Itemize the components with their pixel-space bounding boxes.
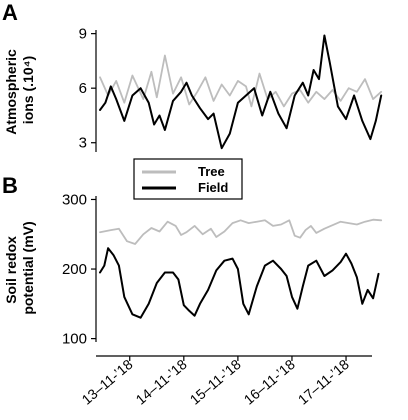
series-line-field	[99, 247, 380, 319]
y-axis-label-b: Soil redox potential (mV)	[3, 221, 36, 314]
y-tick-label: 100	[62, 331, 87, 348]
panel-b-chart: Soil redox potential (mV) 100 200 300 13–11…	[3, 191, 383, 408]
y-tick-label: 3	[79, 135, 87, 152]
series-line-field	[99, 34, 383, 150]
y-axis-label-b-line1: Soil redox	[3, 236, 19, 304]
legend-label-field: Field	[198, 180, 228, 195]
y-tick-label: 6	[79, 80, 87, 97]
y-tick-label: 9	[79, 26, 87, 43]
panel-label-b: B	[2, 173, 18, 198]
legend-box	[133, 158, 243, 200]
x-tick-label: 14–11-’18	[133, 356, 190, 408]
panel-label-a: A	[2, 0, 18, 25]
series-line-tree	[99, 218, 383, 245]
y-tick-label: 300	[62, 191, 87, 208]
legend-label-tree: Tree	[198, 164, 225, 179]
legend: Tree Field	[133, 158, 243, 200]
panel-a-chart: Atmospheric ions (.10⁴) 3 6 9	[3, 26, 383, 152]
y-axis-label-a: Atmospheric ions (.10⁴)	[3, 45, 36, 134]
x-tick-label: 16–11-’18	[241, 356, 298, 408]
y-axis-label-b-line2: potential (mV)	[20, 221, 36, 314]
x-tick-label: 17–11-’18	[295, 356, 352, 408]
y-tick-label: 200	[62, 261, 87, 278]
x-tick-label: 15–11-’18	[187, 356, 244, 408]
x-tick-label: 13–11-’18	[78, 356, 135, 408]
y-axis-label-a-line2: ions (.10⁴)	[20, 56, 36, 124]
series-line-tree	[99, 54, 383, 108]
y-axis-label-a-line1: Atmospheric	[3, 49, 19, 135]
